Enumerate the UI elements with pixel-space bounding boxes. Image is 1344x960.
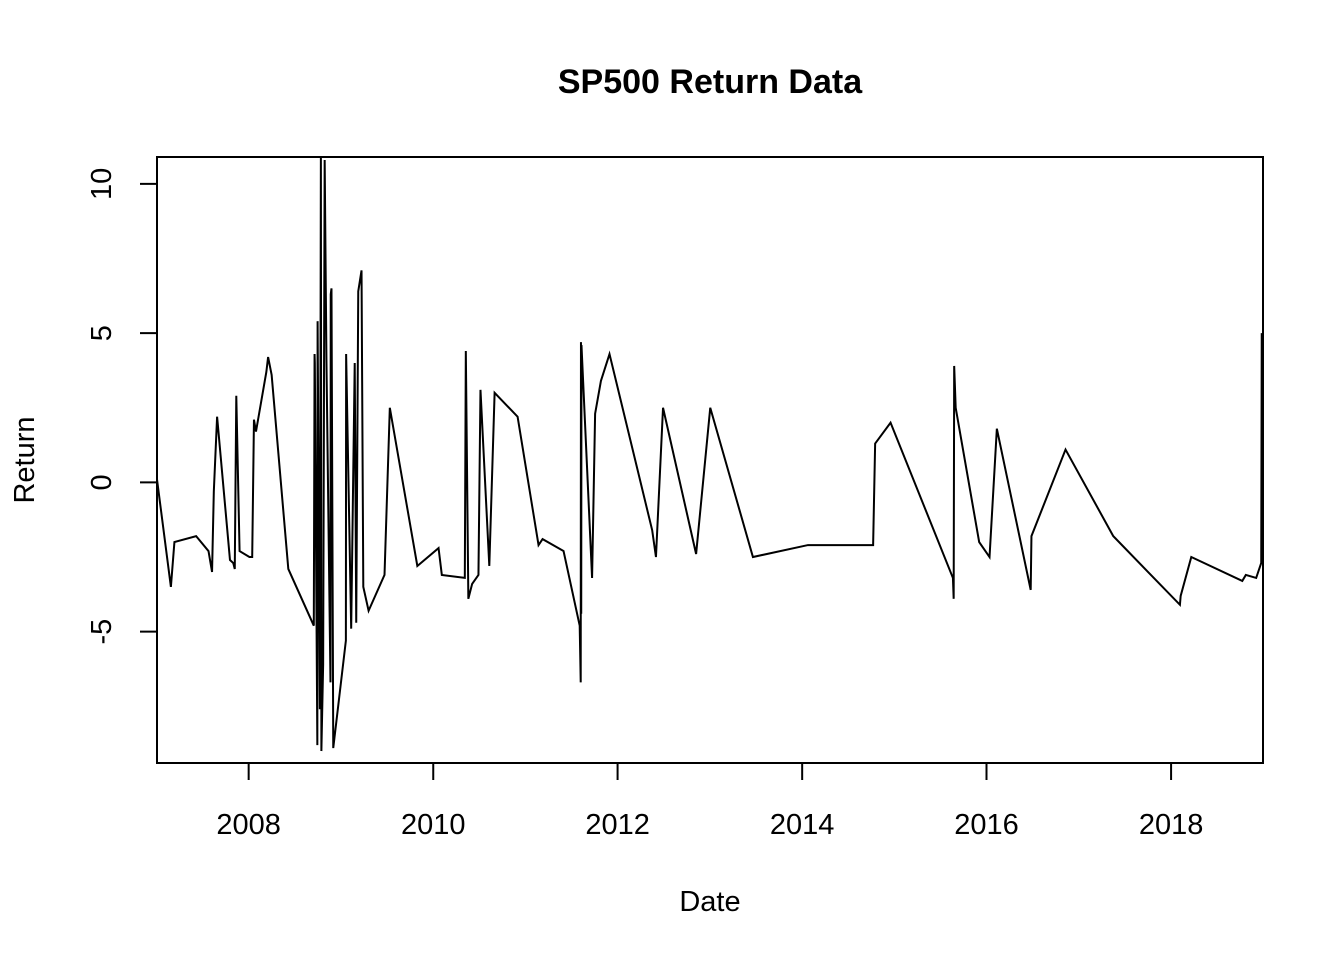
x-tick-label: 2010 [401,809,466,841]
y-tick-label: 10 [86,168,118,200]
return-series-line [157,157,1263,752]
y-tick-label: 0 [86,474,118,490]
y-axis-label: Return [9,416,41,503]
x-axis-label: Date [679,886,740,918]
x-tick-label: 2018 [1139,809,1204,841]
x-axis: 2008 2010 2012 2014 2016 2018 [216,762,1204,841]
y-axis: -5 0 5 10 [86,168,158,645]
x-tick-label: 2016 [954,809,1019,841]
x-tick-label: 2012 [585,809,650,841]
y-tick-label: 5 [86,325,118,341]
x-tick-label: 2008 [216,809,281,841]
x-tick-label: 2014 [770,809,835,841]
chart-title: SP500 Return Data [558,63,863,101]
series-layer [157,157,1263,752]
y-tick-label: -5 [86,619,118,645]
